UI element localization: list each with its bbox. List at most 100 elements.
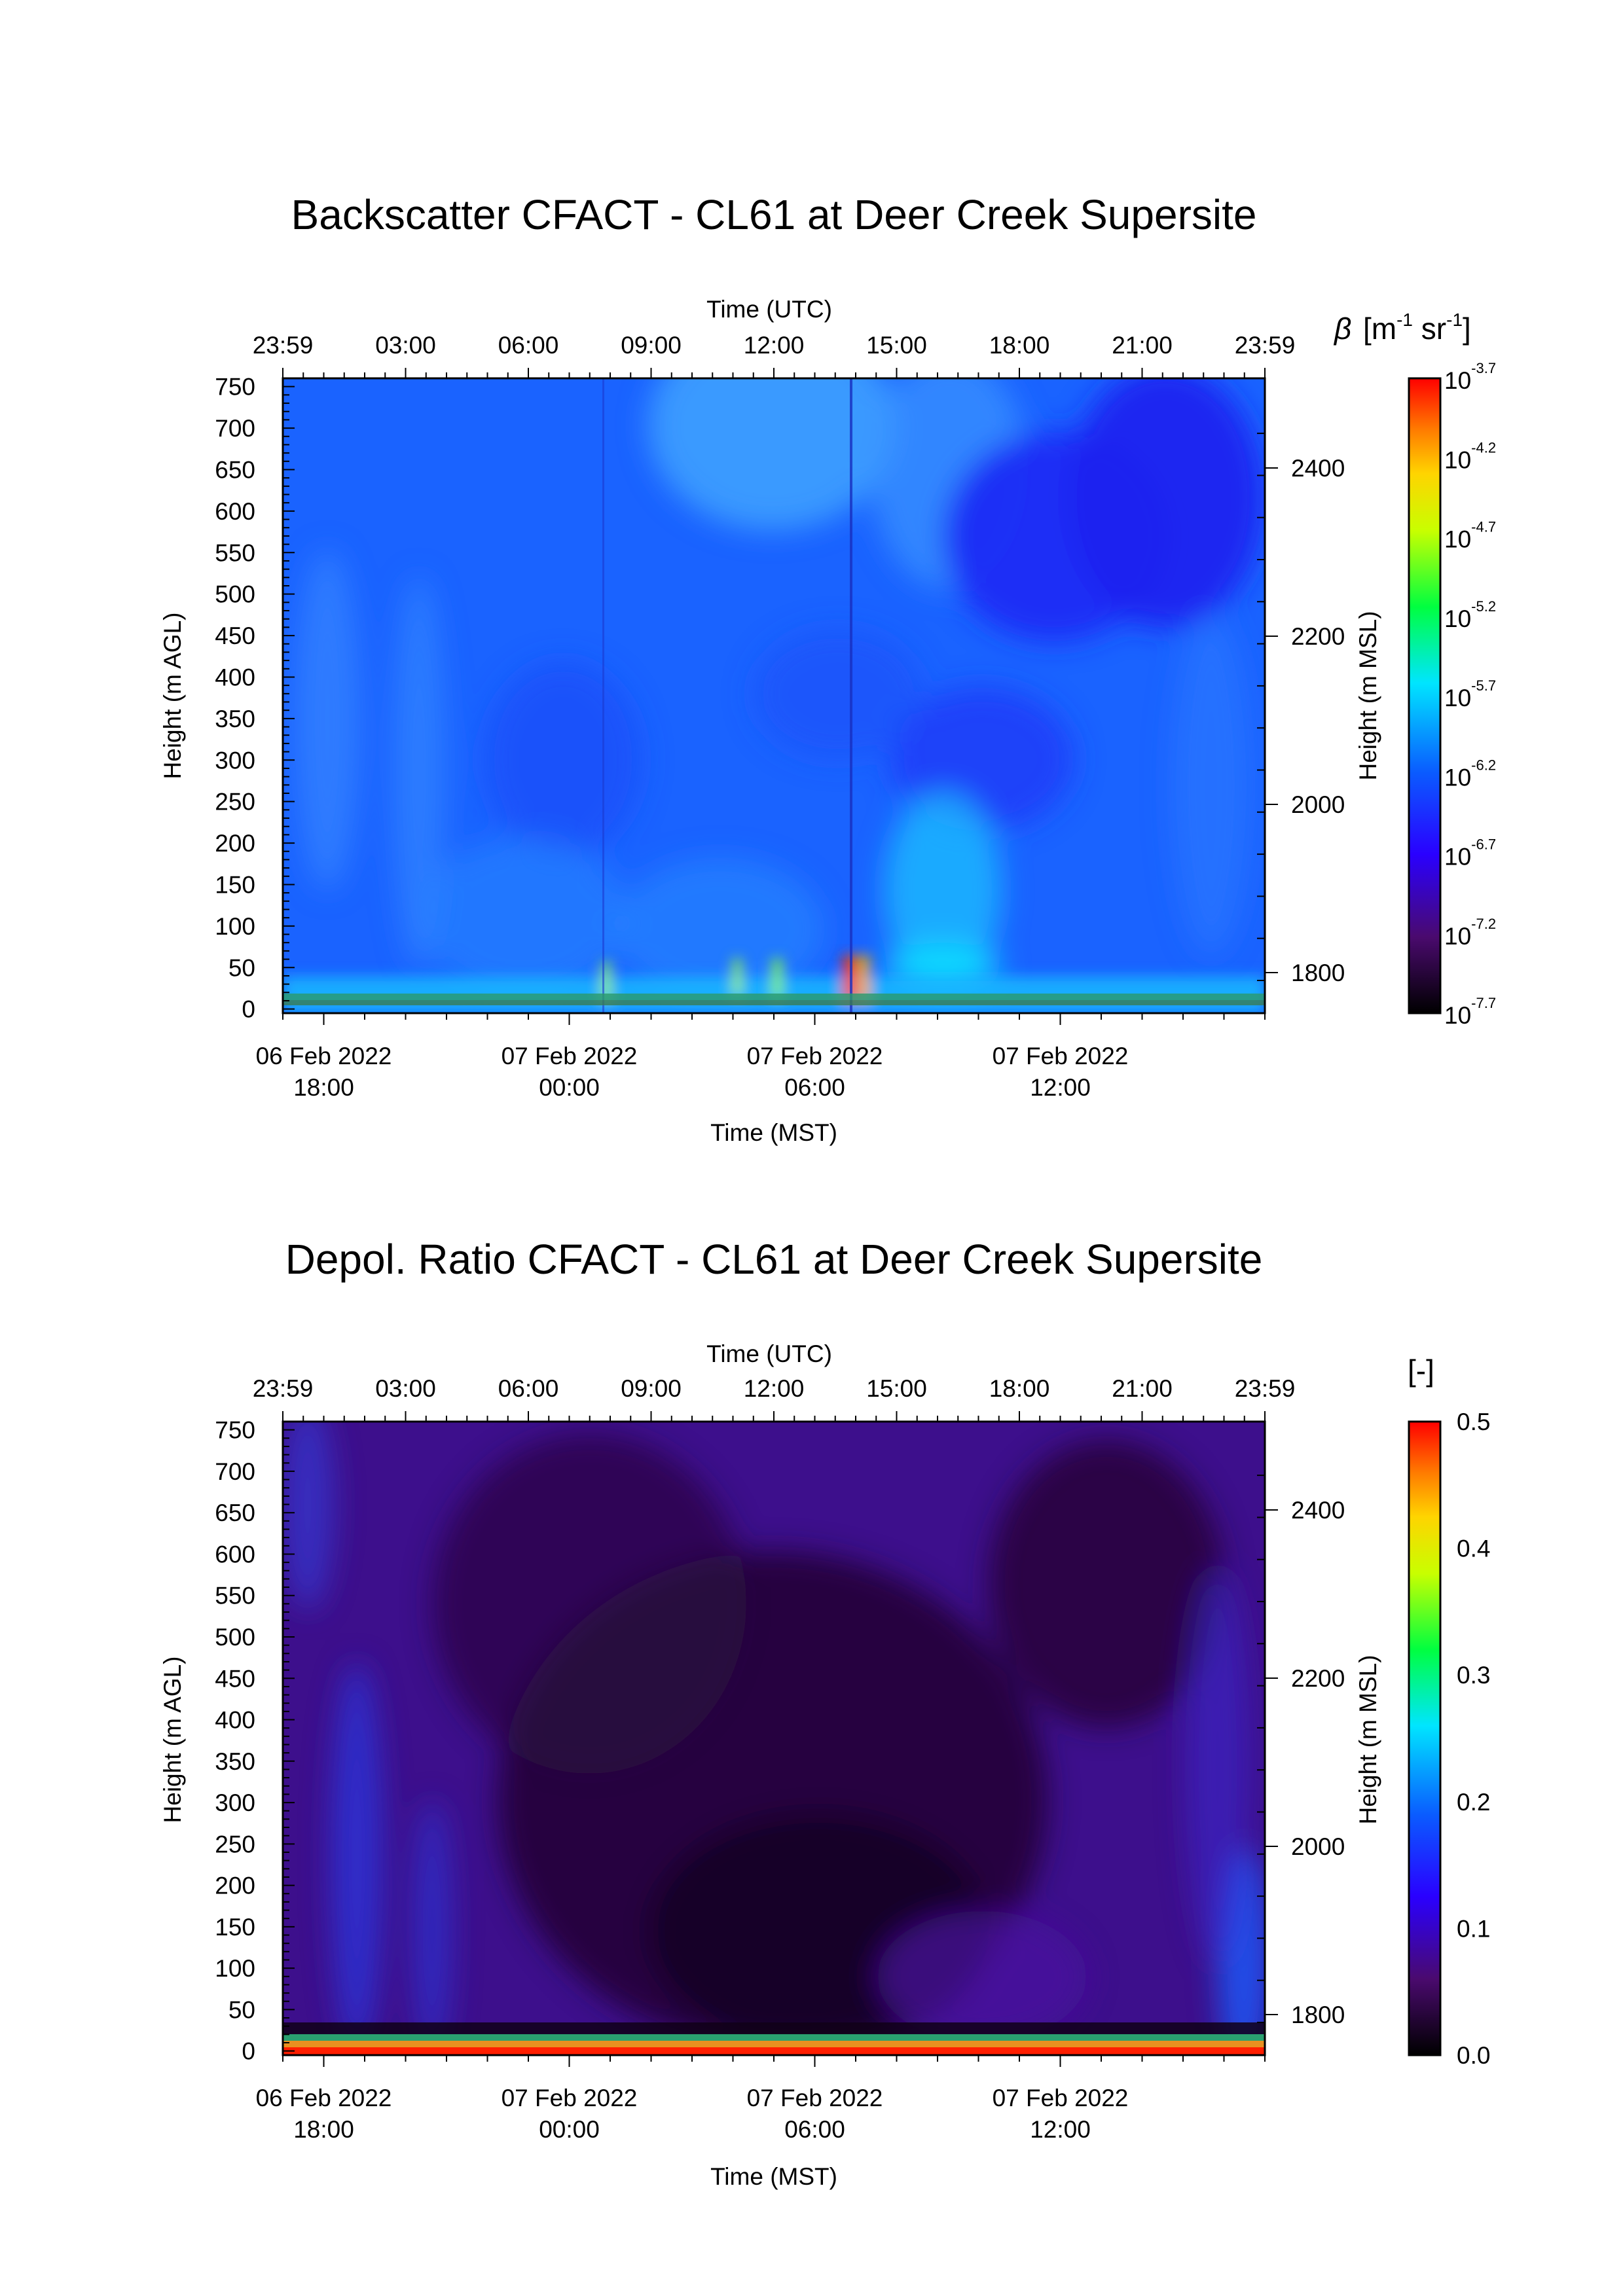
x-tick-label-date: 06 Feb 2022 — [256, 2085, 392, 2111]
colorbar-tick-label: 10-6.2 — [1444, 757, 1496, 791]
x-tick-label-time: 18:00 — [293, 1074, 354, 1101]
panel1-colorbar-ticks: 10-3.7 10-4.2 10-4.7 10-5.2 10-5.7 10-6.2 10-6… — [1444, 360, 1496, 1029]
panel1-colorbar-beta: β — [1333, 312, 1351, 346]
y-tick-label: 50 — [228, 954, 255, 981]
y-tick-label: 200 — [215, 1873, 255, 1899]
y-tick-label: 300 — [215, 1789, 255, 1816]
x-tick-label-time: 06:00 — [784, 2116, 845, 2143]
colorbar-tick-label: 10-4.7 — [1444, 519, 1496, 553]
x2-tick-label: 09:00 — [621, 1375, 682, 1402]
x-tick-label-time: 00:00 — [539, 1074, 600, 1101]
panel2-left-axis: 0 50 100 150 200 250 300 350 400 450 500 550 600 650 7… — [215, 1417, 295, 2065]
panel1-top-axis-label: Time (UTC) — [706, 296, 832, 323]
panel1-colorbar — [1408, 377, 1442, 1014]
y-tick-label: 750 — [215, 1417, 255, 1444]
panel2-colorbar — [1408, 1420, 1442, 2056]
x2-tick-label: 23:59 — [253, 332, 314, 359]
panel1-left-axis-label: Height (m AGL) — [159, 613, 186, 780]
y-tick-label: 500 — [215, 581, 255, 608]
colorbar-tick-label: 10-5.7 — [1444, 677, 1496, 711]
y-tick-label: 150 — [215, 1914, 255, 1941]
panel1-ground-band — [283, 994, 1265, 1000]
x2-tick-label: 18:00 — [989, 332, 1050, 359]
x2-tick-label: 21:00 — [1112, 332, 1173, 359]
panel2-right-axis-label: Height (m MSL) — [1355, 1655, 1381, 1824]
panel1-bottom-axis-label: Time (MST) — [710, 1119, 837, 1146]
y2-tick-label: 2200 — [1291, 623, 1345, 650]
y-tick-label: 650 — [215, 456, 255, 483]
colorbar-tick-label: 10-5.2 — [1444, 598, 1496, 632]
y-tick-label: 0 — [242, 2038, 255, 2065]
y-tick-label: 750 — [215, 374, 255, 401]
y2-tick-label: 1800 — [1291, 2001, 1345, 2028]
y-tick-label: 100 — [215, 913, 255, 940]
x2-tick-label: 03:00 — [375, 332, 436, 359]
x2-tick-label: 21:00 — [1112, 1375, 1173, 1402]
x2-tick-label: 23:59 — [1235, 1375, 1296, 1402]
x2-tick-label: 09:00 — [621, 332, 682, 359]
panel2-colorbar-label: [-] — [1408, 1354, 1434, 1388]
x2-tick-label: 12:00 — [744, 1375, 805, 1402]
panel1-right-axis: 1800 2000 2200 2400 — [1257, 433, 1345, 986]
panel1-heatmap — [283, 378, 1265, 1013]
panel2-colorbar-ticks: 0.5 0.4 0.3 0.2 0.1 0.0 — [1457, 1408, 1490, 2069]
x2-tick-label: 06:00 — [498, 332, 559, 359]
y-tick-label: 400 — [215, 664, 255, 691]
x-tick-label-date: 07 Feb 2022 — [501, 2085, 638, 2111]
panel2-top-axis-label: Time (UTC) — [706, 1340, 832, 1367]
y-tick-label: 100 — [215, 1955, 255, 1982]
colorbar-tick-label: 10-6.7 — [1444, 836, 1496, 870]
colorbar-tick-label: 10-7.2 — [1444, 916, 1496, 950]
y2-tick-label: 1800 — [1291, 960, 1345, 986]
y-tick-label: 200 — [215, 830, 255, 857]
x2-tick-label: 15:00 — [866, 332, 927, 359]
y2-tick-label: 2400 — [1291, 455, 1345, 482]
y-tick-label: 550 — [215, 1583, 255, 1609]
y-tick-label: 600 — [215, 498, 255, 525]
y-tick-label: 350 — [215, 1748, 255, 1775]
x-tick-label-time: 12:00 — [1030, 1074, 1091, 1101]
panel1-colorbar-unit-label: [m-1 sr-1] — [1363, 310, 1471, 346]
y-tick-label: 0 — [242, 996, 255, 1023]
x2-tick-label: 18:00 — [989, 1375, 1050, 1402]
panel1-right-axis-label: Height (m MSL) — [1355, 611, 1381, 780]
panel2-left-axis-label: Height (m AGL) — [159, 1657, 186, 1823]
y-tick-label: 250 — [215, 1831, 255, 1857]
colorbar-tick-label: 10-4.2 — [1444, 439, 1496, 473]
panel1-top-axis: 23:59 03:00 06:00 09:00 12:00 15:00 18:00 21:00… — [253, 332, 1296, 378]
x2-tick-label: 03:00 — [375, 1375, 436, 1402]
colorbar-tick-label: 0.0 — [1457, 2042, 1490, 2069]
y-tick-label: 550 — [215, 539, 255, 566]
panel2-right-axis: 1800 2000 2200 2400 — [1257, 1475, 1345, 2028]
panel1-bottom-axis: 06 Feb 2022 18:00 07 Feb 2022 00:00 07 Feb 2… — [256, 1013, 1266, 1101]
y-tick-label: 450 — [215, 622, 255, 649]
x-tick-label-time: 00:00 — [539, 2116, 600, 2143]
y-tick-label: 250 — [215, 789, 255, 816]
x-tick-label-time: 12:00 — [1030, 2116, 1091, 2143]
x2-tick-label: 15:00 — [866, 1375, 927, 1402]
panel2-ground-band — [283, 2047, 1265, 2055]
panel2-top-axis: 23:59 03:00 06:00 09:00 12:00 15:00 18:00 21:00… — [253, 1375, 1296, 1422]
y-tick-label: 150 — [215, 871, 255, 898]
panel1-streak — [602, 378, 604, 1013]
y-tick-label: 450 — [215, 1665, 255, 1692]
y-tick-label: 350 — [215, 706, 255, 732]
x2-tick-label: 23:59 — [1235, 332, 1296, 359]
panel1-ground-band — [283, 1000, 1265, 1005]
colorbar-tick-label: 0.4 — [1457, 1535, 1490, 1562]
panel2-bottom-axis-label: Time (MST) — [710, 2163, 837, 2190]
colorbar-tick-label: 0.5 — [1457, 1408, 1490, 1435]
y2-tick-label: 2000 — [1291, 1833, 1345, 1860]
x2-tick-label: 23:59 — [253, 1375, 314, 1402]
colorbar-tick-label: 10-3.7 — [1444, 360, 1496, 394]
y2-tick-label: 2000 — [1291, 791, 1345, 818]
y-tick-label: 600 — [215, 1541, 255, 1568]
x-tick-label-date: 06 Feb 2022 — [256, 1043, 392, 1069]
x-tick-label-date: 07 Feb 2022 — [501, 1043, 638, 1069]
y-tick-label: 700 — [215, 1458, 255, 1485]
x-tick-label-time: 06:00 — [784, 1074, 845, 1101]
x-tick-label-date: 07 Feb 2022 — [993, 2085, 1129, 2111]
y-tick-label: 700 — [215, 415, 255, 442]
x-tick-label-date: 07 Feb 2022 — [993, 1043, 1129, 1069]
